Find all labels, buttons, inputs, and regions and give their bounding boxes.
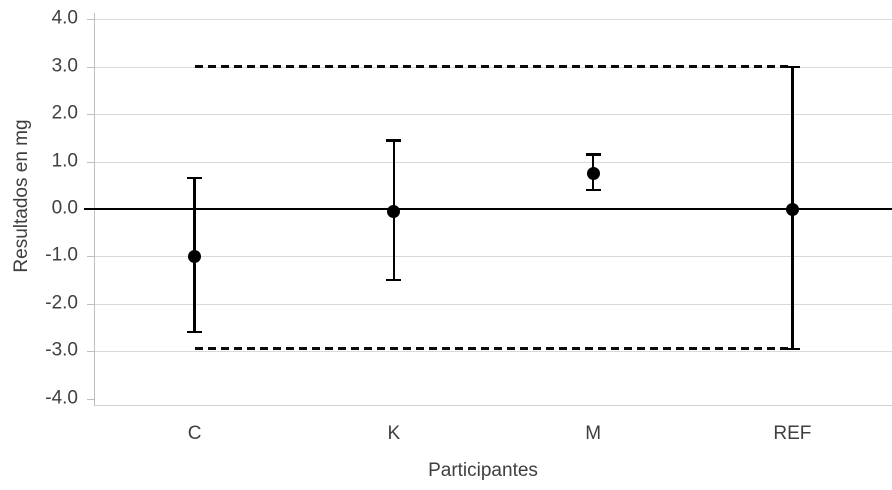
y-axis-tickmark [87, 66, 95, 68]
y-tick-label: -3.0 [45, 339, 78, 361]
data-point-marker [188, 249, 202, 263]
plot-area [84, 13, 892, 406]
upper-limit-dashed-line [194, 65, 793, 69]
error-bar-cap-top [585, 153, 601, 156]
x-tick-label: K [387, 423, 401, 444]
error-bar-cap-top [784, 65, 800, 69]
y-tick-label: -2.0 [45, 292, 78, 314]
error-bar-cap-bottom [784, 347, 800, 351]
y-tick-label: 4.0 [51, 7, 78, 29]
gridline [95, 351, 892, 353]
y-tick-label: 0.0 [51, 197, 78, 219]
gridline [95, 256, 892, 258]
zero-line [84, 208, 892, 210]
y-tick-label: 3.0 [51, 55, 78, 77]
y-tick-label: -1.0 [45, 244, 78, 266]
y-tick-label: 1.0 [51, 150, 78, 172]
data-point-marker [387, 204, 401, 218]
x-axis-title: Participantes [428, 460, 538, 481]
x-tick-label: C [187, 423, 202, 444]
y-axis-tickmark [87, 114, 95, 116]
gridline [95, 161, 892, 163]
gridline [95, 114, 892, 116]
error-bar-cap-bottom [585, 188, 601, 192]
error-bar-cap-bottom [386, 278, 402, 282]
gridline [95, 303, 892, 305]
data-point-marker [586, 166, 600, 180]
gridline [95, 19, 892, 21]
y-axis-tickmark [87, 351, 95, 353]
y-axis-tickmark [87, 398, 95, 400]
y-axis-tickmark [87, 161, 95, 163]
error-bar-cap-bottom [187, 330, 203, 334]
y-tick-label: -4.0 [45, 387, 78, 409]
y-axis-tickmark [87, 256, 95, 258]
y-tick-label: 2.0 [51, 102, 78, 124]
error-bar-cap-top [187, 176, 203, 180]
y-axis-tickmark [87, 303, 95, 305]
lower-limit-dashed-line [194, 347, 793, 351]
y-axis-tickmark [87, 19, 95, 21]
x-tick-label: M [585, 423, 602, 444]
x-axis-category-labels: C K M REF [95, 421, 892, 447]
error-bar-cap-top [386, 139, 402, 142]
x-tick-label: REF [773, 423, 812, 444]
y-axis-tick-labels: 4.0 3.0 2.0 1.0 0.0 -1.0 -2.0 -3.0 -4.0 [0, 8, 86, 409]
data-point-marker [785, 202, 799, 216]
